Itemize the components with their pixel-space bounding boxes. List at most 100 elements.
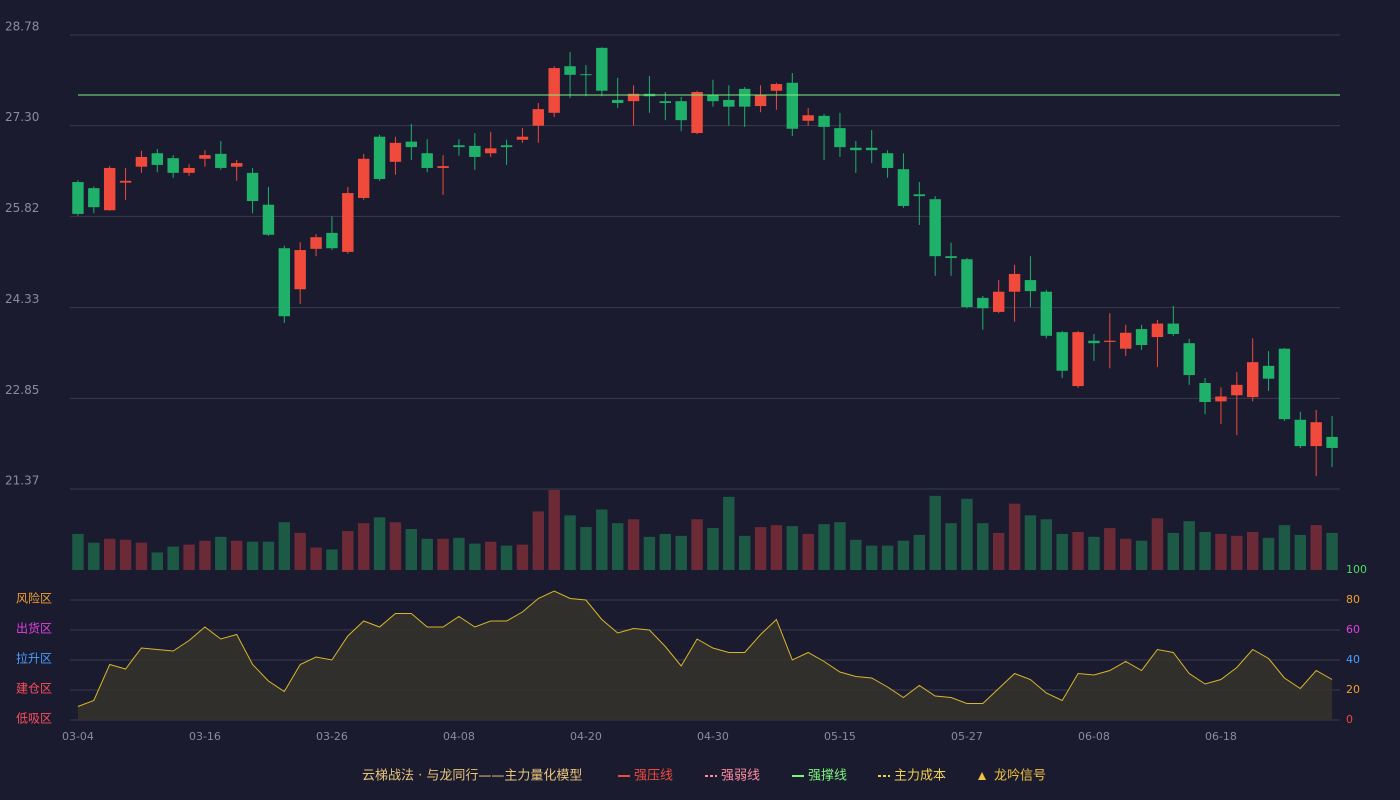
candle-body: [310, 237, 322, 249]
candle-body: [961, 259, 973, 308]
volume-bar: [802, 533, 814, 570]
candle-body: [373, 136, 386, 179]
candle-body: [770, 84, 783, 91]
y-tick-label: 100: [1346, 563, 1367, 576]
volume-bar: [437, 538, 449, 570]
candle-body: [1246, 362, 1259, 398]
candle-body: [183, 167, 195, 173]
candle-body: [929, 199, 941, 257]
candle-body: [675, 101, 687, 121]
volume-bar: [564, 515, 576, 570]
volume-bar: [913, 534, 926, 570]
volume-bar: [103, 538, 116, 570]
legend-label: 龙吟信号: [994, 768, 1046, 784]
candle-body: [1104, 340, 1116, 342]
volume-bar: [1104, 528, 1116, 570]
volume-bar: [786, 526, 799, 570]
candle-body: [199, 155, 211, 159]
volume-bar: [754, 527, 767, 570]
candle-body: [151, 153, 164, 165]
candle-body: [326, 232, 338, 249]
y-tick-label: 60: [1346, 623, 1360, 636]
candle-body: [865, 147, 878, 151]
y-tick-label: 0: [1346, 713, 1353, 726]
y-tick-label: 20: [1346, 683, 1360, 696]
volume-bar: [484, 541, 497, 570]
volume-bar: [294, 532, 306, 570]
candle-body: [342, 193, 354, 252]
volume-bar: [1119, 538, 1132, 570]
volume-bar: [262, 541, 275, 570]
candle-body: [215, 153, 227, 168]
y-tick-label: 27.30: [5, 110, 39, 124]
candle-body: [405, 141, 418, 148]
volume-bar: [183, 544, 195, 570]
volume-bar: [1215, 533, 1227, 570]
candle-body: [802, 115, 814, 121]
zone-label: 风险区: [16, 591, 52, 606]
volume-bar: [945, 523, 957, 570]
volume-bar: [342, 530, 354, 570]
volume-bar: [1088, 536, 1100, 570]
volume-bar: [389, 522, 402, 570]
y-tick-label: 28.78: [5, 20, 39, 34]
legend-symbol: [978, 772, 986, 780]
candle-body: [532, 109, 545, 126]
volume-bar: [72, 533, 84, 570]
zone-label: 出货区: [16, 621, 52, 636]
candle-body: [659, 101, 672, 104]
volume-bar: [1072, 531, 1084, 570]
x-tick-label: 05-15: [824, 730, 856, 743]
x-tick-label: 06-18: [1205, 730, 1237, 743]
volume-bar: [992, 532, 1005, 570]
candle-body: [1056, 332, 1068, 371]
candle-body: [278, 248, 291, 317]
candle-body: [135, 156, 148, 167]
x-tick-label: 04-08: [443, 730, 475, 743]
candle-body: [1215, 396, 1227, 402]
candle-body: [786, 82, 799, 129]
candle-body: [437, 166, 449, 168]
candle-body: [516, 136, 529, 140]
candle-body: [469, 145, 481, 157]
volume-bar: [1151, 518, 1164, 570]
candle-body: [992, 291, 1005, 312]
candle-body: [167, 158, 179, 173]
legend-label: 强撑线: [808, 769, 847, 784]
volume-bar: [1294, 534, 1307, 570]
volume-bar: [723, 496, 735, 570]
y-tick-label: 25.82: [5, 201, 39, 215]
volume-bar: [548, 490, 560, 570]
candle-body: [897, 169, 910, 206]
volume-bar: [373, 517, 386, 570]
volume-bar: [627, 519, 640, 570]
volume-bar: [1024, 515, 1037, 570]
volume-bar: [1199, 531, 1211, 570]
volume-bar: [421, 538, 433, 570]
candle-body: [88, 188, 100, 208]
candle-body: [548, 68, 560, 113]
candle-body: [723, 99, 735, 107]
candle-body: [421, 153, 433, 168]
candle-body: [627, 93, 640, 102]
candle-body: [596, 47, 608, 91]
volume-bar: [405, 529, 418, 570]
volume-bar: [1246, 531, 1259, 570]
candle-body: [1119, 332, 1132, 349]
candle-body: [977, 297, 989, 309]
volume-bar: [326, 549, 338, 570]
candle-body: [738, 88, 751, 107]
candle-body: [230, 163, 243, 167]
volume-bar: [1167, 532, 1180, 570]
y-tick-label: 80: [1346, 593, 1360, 606]
volume-bar: [611, 523, 624, 570]
zone-label: 低吸区: [16, 712, 52, 726]
candle-body: [691, 91, 703, 134]
candle-body: [1231, 384, 1243, 396]
volume-bar: [881, 545, 894, 570]
y-tick-label: 40: [1346, 653, 1360, 666]
x-tick-label: 04-20: [570, 730, 602, 743]
volume-bar: [1278, 525, 1291, 570]
